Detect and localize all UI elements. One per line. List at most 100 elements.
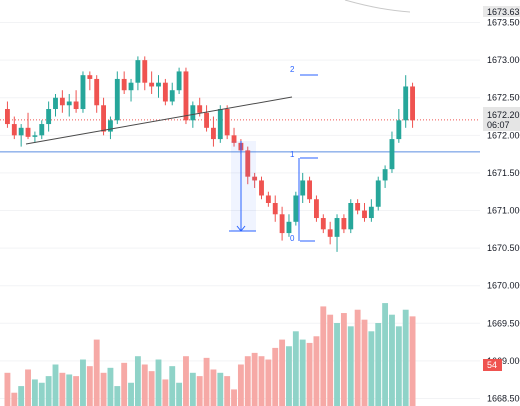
price-tick-label: 1670.500 bbox=[487, 243, 520, 253]
candle-body bbox=[211, 128, 216, 139]
candle-body bbox=[177, 71, 182, 90]
candle-body bbox=[19, 128, 24, 136]
candle bbox=[280, 207, 285, 241]
candle bbox=[390, 132, 395, 173]
volume-bars bbox=[5, 303, 416, 406]
price-axis[interactable]: 1673.500 1673.000 1672.500 1672.000 1671.500… bbox=[480, 0, 520, 406]
candle bbox=[87, 71, 92, 90]
candle bbox=[135, 56, 140, 90]
volume-bar bbox=[114, 386, 120, 406]
volume-bar bbox=[101, 373, 107, 406]
candle bbox=[170, 83, 175, 106]
candle-body bbox=[225, 109, 230, 135]
volume-bar bbox=[73, 376, 79, 406]
candle bbox=[355, 199, 360, 214]
candle-body bbox=[26, 128, 31, 137]
candle-body bbox=[163, 83, 168, 102]
candle-body bbox=[341, 218, 346, 229]
candle-body bbox=[101, 105, 106, 131]
candles bbox=[5, 56, 415, 251]
last-price-tag: 1672.205 06:07 bbox=[483, 107, 520, 131]
candle-body bbox=[53, 98, 58, 109]
volume-bar bbox=[293, 331, 299, 406]
candle-body bbox=[32, 135, 37, 137]
candle-body bbox=[376, 180, 381, 206]
measure-range-box bbox=[231, 141, 256, 231]
candle bbox=[383, 165, 388, 188]
candle bbox=[341, 214, 346, 233]
candle-body bbox=[94, 79, 99, 105]
volume-bar bbox=[18, 386, 24, 406]
candle bbox=[156, 75, 161, 98]
price-tick-label: 1673.000 bbox=[487, 55, 520, 65]
candle-body bbox=[259, 180, 264, 195]
countdown-label: 06:07 bbox=[487, 120, 510, 130]
candle bbox=[149, 71, 154, 94]
candle-body bbox=[122, 79, 127, 90]
measure-tool[interactable] bbox=[229, 141, 256, 231]
candle-body bbox=[39, 124, 44, 135]
candle-body bbox=[190, 105, 195, 120]
candle bbox=[328, 222, 333, 245]
candle-body bbox=[273, 203, 278, 214]
volume-bar bbox=[217, 373, 223, 406]
candle-body bbox=[293, 195, 298, 221]
candle bbox=[115, 71, 120, 124]
candle bbox=[122, 71, 127, 94]
candle bbox=[5, 102, 10, 128]
price-tick-label: 1669.500 bbox=[487, 318, 520, 328]
volume-bar bbox=[176, 383, 182, 406]
candle bbox=[74, 90, 79, 113]
candle-body bbox=[218, 109, 223, 139]
volume-bar bbox=[11, 393, 17, 406]
candle bbox=[362, 203, 367, 222]
candle-body bbox=[5, 109, 10, 124]
volume-bar bbox=[238, 365, 244, 406]
candle bbox=[321, 214, 326, 233]
candle-body bbox=[129, 83, 134, 91]
volume-bar bbox=[314, 336, 320, 406]
volume-bar bbox=[108, 368, 114, 406]
volume-bar bbox=[396, 326, 402, 406]
candle-body bbox=[335, 218, 340, 237]
volume-bar bbox=[375, 323, 381, 406]
candle bbox=[46, 102, 51, 132]
candle bbox=[81, 71, 86, 112]
volume-bar bbox=[389, 315, 395, 406]
volume-bar bbox=[231, 389, 237, 406]
candle bbox=[225, 105, 230, 139]
candle bbox=[300, 173, 305, 203]
fib-level-1-label: 1 bbox=[290, 150, 295, 159]
candle-body bbox=[115, 79, 120, 120]
volume-bar bbox=[66, 374, 72, 406]
volume-bar bbox=[355, 310, 361, 406]
price-tick-label: 1671.000 bbox=[487, 206, 520, 216]
volume-bar bbox=[94, 340, 100, 406]
volume-bar bbox=[135, 356, 141, 406]
candle-body bbox=[184, 71, 189, 120]
volume-tag: 54 bbox=[483, 359, 502, 371]
volume-value-label: 54 bbox=[487, 360, 497, 370]
volume-bar bbox=[334, 323, 340, 406]
candle-body bbox=[307, 180, 312, 199]
candle-body bbox=[369, 207, 374, 218]
volume-bar bbox=[307, 343, 313, 406]
candle-body bbox=[383, 169, 388, 180]
volume-bar bbox=[265, 360, 271, 406]
candle bbox=[410, 83, 415, 128]
volume-bar bbox=[197, 376, 203, 406]
fib-level-0-label: 0 bbox=[290, 234, 295, 243]
volume-bar bbox=[362, 320, 368, 406]
volume-bar bbox=[128, 383, 134, 406]
volume-bar bbox=[80, 360, 86, 406]
candle-body bbox=[314, 199, 319, 218]
candle bbox=[218, 105, 223, 143]
trend-line[interactable] bbox=[26, 97, 292, 144]
volume-bar bbox=[53, 365, 59, 406]
volume-bar bbox=[149, 371, 155, 406]
candle bbox=[376, 177, 381, 211]
volume-bar bbox=[190, 373, 196, 406]
volume-bar bbox=[245, 356, 251, 406]
